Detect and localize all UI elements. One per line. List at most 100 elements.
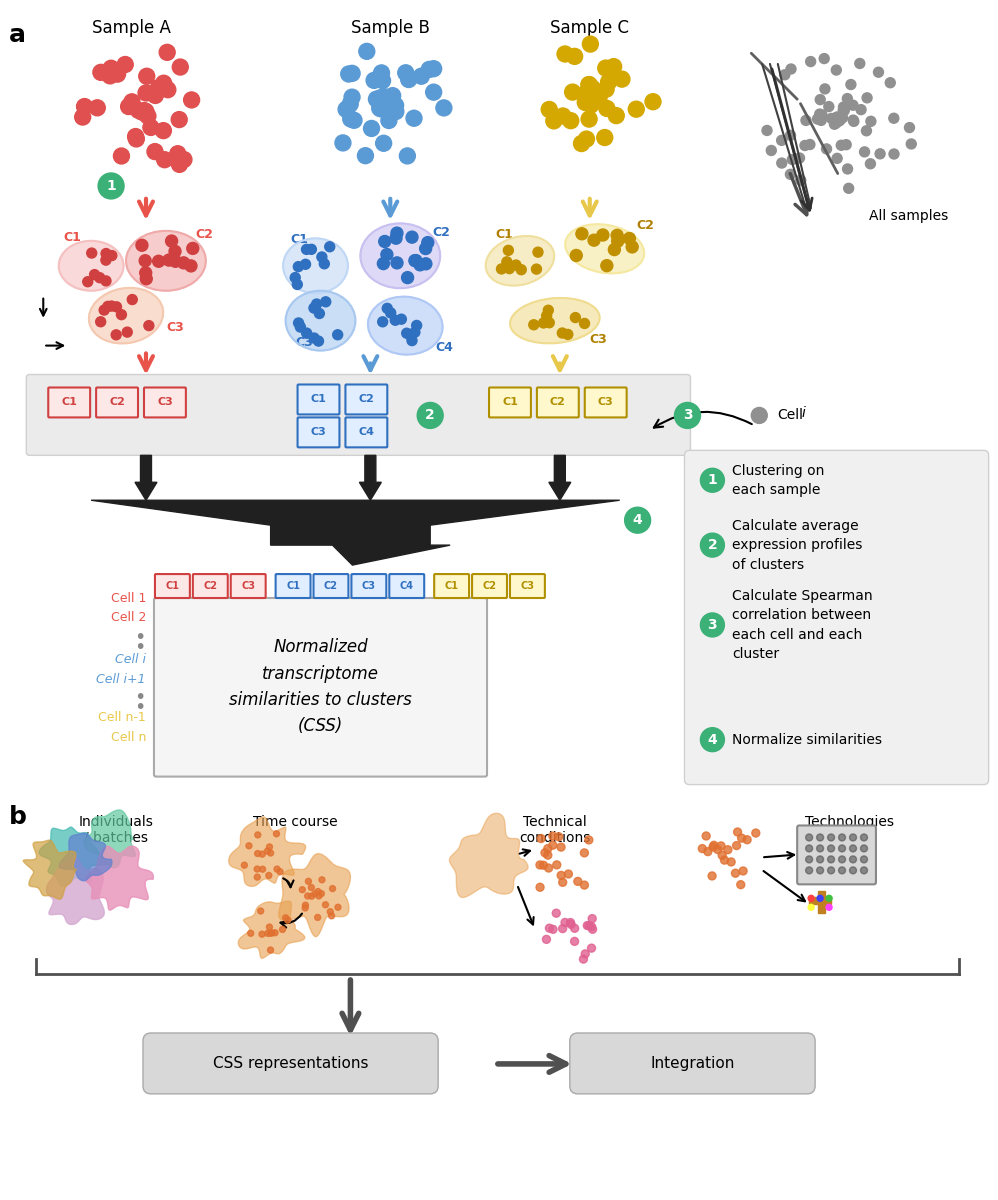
Circle shape xyxy=(889,113,899,124)
Circle shape xyxy=(805,856,812,863)
Circle shape xyxy=(565,84,581,100)
FancyBboxPatch shape xyxy=(389,574,424,598)
Circle shape xyxy=(139,68,155,84)
Circle shape xyxy=(374,73,390,89)
Circle shape xyxy=(306,245,316,254)
Circle shape xyxy=(377,317,387,326)
Circle shape xyxy=(542,311,552,320)
Text: Sample A: Sample A xyxy=(92,19,171,37)
Circle shape xyxy=(537,834,545,842)
Circle shape xyxy=(536,883,544,892)
Circle shape xyxy=(539,318,549,328)
Text: i: i xyxy=(801,407,805,420)
Circle shape xyxy=(608,108,624,124)
Circle shape xyxy=(266,844,272,850)
Circle shape xyxy=(332,330,342,340)
Circle shape xyxy=(409,254,421,266)
FancyBboxPatch shape xyxy=(570,1033,815,1094)
Polygon shape xyxy=(549,455,571,500)
Circle shape xyxy=(272,930,278,936)
Circle shape xyxy=(83,277,93,287)
Circle shape xyxy=(814,109,824,119)
Circle shape xyxy=(375,136,391,151)
Circle shape xyxy=(371,100,387,116)
Circle shape xyxy=(299,887,305,893)
Circle shape xyxy=(103,301,113,311)
Ellipse shape xyxy=(486,236,554,286)
Circle shape xyxy=(160,82,176,97)
Circle shape xyxy=(160,44,175,60)
Text: b: b xyxy=(9,804,27,828)
Circle shape xyxy=(629,101,645,118)
Circle shape xyxy=(875,149,885,158)
Circle shape xyxy=(704,847,712,856)
Circle shape xyxy=(808,895,814,901)
Circle shape xyxy=(588,923,596,931)
Circle shape xyxy=(436,100,452,116)
Circle shape xyxy=(581,950,589,958)
Circle shape xyxy=(805,834,812,841)
Circle shape xyxy=(585,836,593,844)
Circle shape xyxy=(577,95,593,110)
FancyBboxPatch shape xyxy=(143,1033,438,1094)
Circle shape xyxy=(862,92,872,103)
Circle shape xyxy=(612,235,624,247)
FancyBboxPatch shape xyxy=(96,388,138,418)
Circle shape xyxy=(359,43,375,59)
Circle shape xyxy=(553,860,561,869)
Circle shape xyxy=(401,72,417,88)
Circle shape xyxy=(379,235,390,247)
Circle shape xyxy=(805,845,812,852)
Circle shape xyxy=(398,65,414,80)
Circle shape xyxy=(795,175,805,185)
Circle shape xyxy=(834,116,844,126)
Circle shape xyxy=(581,77,597,92)
Circle shape xyxy=(570,250,582,262)
Circle shape xyxy=(301,245,311,254)
Circle shape xyxy=(611,229,623,241)
Circle shape xyxy=(163,254,175,266)
Circle shape xyxy=(849,845,856,852)
FancyBboxPatch shape xyxy=(345,418,387,448)
Circle shape xyxy=(786,64,796,74)
Circle shape xyxy=(131,102,147,119)
Circle shape xyxy=(832,112,842,122)
Text: 4: 4 xyxy=(708,733,718,746)
Circle shape xyxy=(129,131,145,146)
Circle shape xyxy=(827,845,834,852)
Text: Sample B: Sample B xyxy=(351,19,430,37)
Circle shape xyxy=(601,74,617,90)
Circle shape xyxy=(830,118,840,127)
Circle shape xyxy=(497,264,507,274)
Circle shape xyxy=(740,866,748,875)
Circle shape xyxy=(904,122,914,132)
Circle shape xyxy=(848,101,858,110)
Text: Normalized
transcriptome
similarities to clusters
(CSS): Normalized transcriptome similarities to… xyxy=(230,638,412,736)
Text: C1: C1 xyxy=(61,397,77,408)
Text: C2: C2 xyxy=(432,226,450,239)
Circle shape xyxy=(703,832,711,840)
Circle shape xyxy=(717,842,725,850)
Circle shape xyxy=(148,88,164,103)
Ellipse shape xyxy=(510,298,600,343)
Polygon shape xyxy=(278,853,350,937)
Circle shape xyxy=(645,94,661,109)
Circle shape xyxy=(826,114,836,124)
Circle shape xyxy=(381,113,397,128)
Circle shape xyxy=(377,258,389,270)
Circle shape xyxy=(598,82,614,97)
Circle shape xyxy=(699,845,707,852)
Circle shape xyxy=(849,856,856,863)
Circle shape xyxy=(805,866,812,874)
Polygon shape xyxy=(59,833,112,881)
Circle shape xyxy=(856,104,866,115)
Circle shape xyxy=(391,227,403,239)
Circle shape xyxy=(543,305,553,316)
Circle shape xyxy=(266,924,272,930)
Circle shape xyxy=(580,955,588,964)
Circle shape xyxy=(827,856,834,863)
FancyBboxPatch shape xyxy=(193,574,228,598)
Circle shape xyxy=(77,98,93,114)
Circle shape xyxy=(388,103,404,120)
Text: C1: C1 xyxy=(166,581,180,592)
